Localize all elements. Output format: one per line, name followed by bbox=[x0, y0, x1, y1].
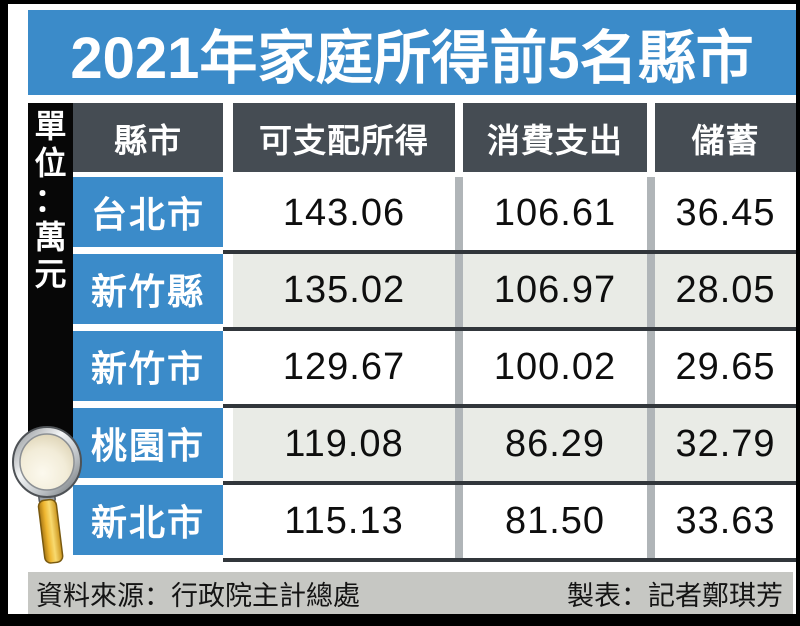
row-separator bbox=[223, 481, 796, 485]
table-row: 桃園市 119.08 86.29 32.79 bbox=[73, 408, 796, 485]
county-name: 新竹市 bbox=[73, 331, 223, 401]
disposable-income-value: 143.06 bbox=[233, 177, 455, 250]
county-name: 新竹縣 bbox=[73, 254, 223, 324]
savings-value: 36.45 bbox=[655, 177, 796, 250]
savings-value: 33.63 bbox=[655, 485, 796, 558]
consumption-value: 81.50 bbox=[463, 485, 647, 558]
table-row: 台北市 143.06 106.61 36.45 bbox=[73, 177, 796, 254]
row-separator bbox=[223, 558, 796, 562]
table-row: 新竹縣 135.02 106.97 28.05 bbox=[73, 254, 796, 331]
magnifying-glass-icon bbox=[10, 420, 90, 570]
savings-value: 32.79 bbox=[655, 408, 796, 481]
consumption-value: 100.02 bbox=[463, 331, 647, 404]
consumption-value: 106.97 bbox=[463, 254, 647, 327]
row-separator bbox=[223, 404, 796, 408]
column-header-county: 縣市 bbox=[73, 103, 223, 172]
county-name: 新北市 bbox=[73, 485, 223, 555]
unit-char: 位 bbox=[34, 145, 67, 181]
county-name: 桃園市 bbox=[73, 408, 223, 478]
row-separator bbox=[223, 250, 796, 254]
disposable-income-value: 135.02 bbox=[233, 254, 455, 327]
footer-bar: 資料來源：行政院主計總處 製表：記者鄭琪芳 bbox=[28, 572, 793, 614]
savings-value: 29.65 bbox=[655, 331, 796, 404]
column-divider bbox=[455, 177, 463, 562]
unit-char: 元 bbox=[34, 256, 67, 292]
consumption-value: 86.29 bbox=[463, 408, 647, 481]
row-separator bbox=[223, 327, 796, 331]
column-header-disposable-income: 可支配所得 bbox=[233, 103, 455, 172]
disposable-income-value: 129.67 bbox=[233, 331, 455, 404]
data-source-label: 資料來源：行政院主計總處 bbox=[36, 580, 360, 611]
unit-char: 單 bbox=[34, 108, 67, 144]
table-row: 新竹市 129.67 100.02 29.65 bbox=[73, 331, 796, 408]
disposable-income-value: 119.08 bbox=[233, 408, 455, 481]
unit-label-strip: 單 位 ： 萬 元 bbox=[28, 103, 73, 475]
page-title: 2021年家庭所得前5名縣市 bbox=[28, 10, 796, 95]
credit-label: 製表：記者鄭琪芳 bbox=[567, 580, 783, 611]
table-header-row: 縣市 可支配所得 消費支出 儲蓄 bbox=[73, 103, 796, 172]
consumption-value: 106.61 bbox=[463, 177, 647, 250]
column-header-consumption: 消費支出 bbox=[463, 103, 647, 172]
table-row: 新北市 115.13 81.50 33.63 bbox=[73, 485, 796, 562]
unit-char: ： bbox=[34, 182, 67, 218]
disposable-income-value: 115.13 bbox=[233, 485, 455, 558]
county-name: 台北市 bbox=[73, 177, 223, 247]
column-header-savings: 儲蓄 bbox=[655, 103, 796, 172]
savings-value: 28.05 bbox=[655, 254, 796, 327]
column-divider bbox=[647, 177, 655, 562]
table-body: 台北市 143.06 106.61 36.45 新竹縣 135.02 106.9… bbox=[73, 177, 796, 562]
unit-char: 萬 bbox=[34, 219, 67, 255]
